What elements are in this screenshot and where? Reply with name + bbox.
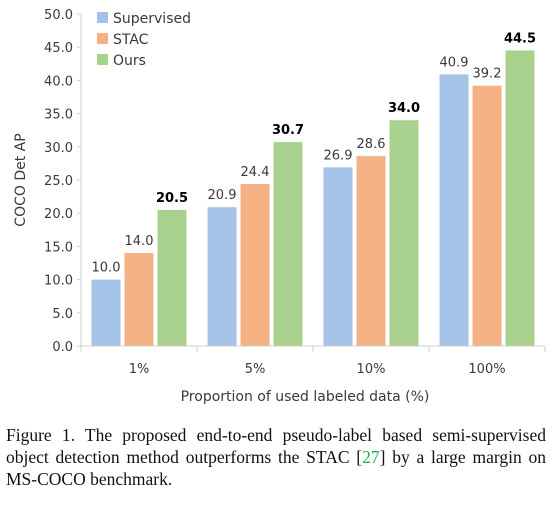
x-tick-label: 1% xyxy=(129,362,150,377)
bar-supervised-10pct xyxy=(323,167,353,346)
legend-label: Ours xyxy=(113,53,146,69)
y-tick-label: 0.0 xyxy=(52,340,73,355)
legend: Supervised STAC Ours xyxy=(97,11,191,69)
data-label: 39.2 xyxy=(473,67,502,82)
x-tick-label: 5% xyxy=(245,362,266,377)
data-label: 44.5 xyxy=(504,32,536,47)
bar-ours-1pct xyxy=(157,209,187,346)
y-tick-label: 5.0 xyxy=(52,307,73,322)
y-axis-label: COCO Det AP xyxy=(13,133,29,226)
data-label: 10.0 xyxy=(92,261,121,276)
bar-stac-5pct xyxy=(240,183,270,346)
bar-ours-5pct xyxy=(273,142,303,346)
legend-label: STAC xyxy=(113,32,149,48)
bar-stac-100pct xyxy=(472,85,502,346)
bar-supervised-1pct xyxy=(91,279,121,346)
bars-group: 10.0 14.0 20.5 20.9 24.4 30.7 26.9 28.6 34.0 40.9… xyxy=(91,32,536,347)
y-tick-label: 40.0 xyxy=(44,74,73,89)
bar-ours-100pct xyxy=(505,50,535,347)
x-tick-label: 100% xyxy=(468,362,505,377)
legend-swatch xyxy=(97,54,108,65)
y-tick-label: 10.0 xyxy=(44,274,73,289)
bar-supervised-100pct xyxy=(439,74,469,346)
bar-chart: 0.0 5.0 10.0 15.0 20.0 25.0 30.0 35.0 40.0 45.0 50… xyxy=(13,8,546,405)
bar-stac-1pct xyxy=(124,253,154,346)
data-label: 26.9 xyxy=(324,148,353,163)
y-axis: 0.0 5.0 10.0 15.0 20.0 25.0 30.0 35.0 40.0 45.0 50… xyxy=(44,8,82,355)
data-label: 14.0 xyxy=(125,234,154,249)
x-axis: 1% 5% 10% 100% xyxy=(80,345,546,377)
citation-link[interactable]: 27 xyxy=(362,447,380,467)
legend-swatch xyxy=(97,33,108,44)
data-label: 20.9 xyxy=(208,188,237,203)
y-tick-label: 30.0 xyxy=(44,141,73,156)
data-label: 24.4 xyxy=(241,165,270,180)
caption-text: Figure 1. The proposed end-to-end pseudo… xyxy=(6,425,546,467)
y-tick-label: 50.0 xyxy=(44,8,73,23)
x-tick-label: 10% xyxy=(357,362,386,377)
x-axis-label: Proportion of used labeled data (%) xyxy=(181,389,430,405)
y-tick-label: 15.0 xyxy=(44,240,73,255)
data-label: 28.6 xyxy=(357,137,386,152)
y-tick-label: 35.0 xyxy=(44,108,73,123)
data-label: 30.7 xyxy=(272,123,304,138)
caption-text-end: ] by a large margin on MS-COCO benchmark… xyxy=(6,447,546,489)
data-label: 34.0 xyxy=(388,101,420,116)
data-label: 20.5 xyxy=(156,191,188,206)
legend-swatch xyxy=(97,12,108,23)
bar-supervised-5pct xyxy=(207,207,237,346)
bar-ours-10pct xyxy=(389,120,419,347)
data-label: 40.9 xyxy=(440,55,469,70)
bar-stac-10pct xyxy=(356,156,386,346)
figure-caption: Figure 1. The proposed end-to-end pseudo… xyxy=(6,424,546,490)
y-tick-label: 25.0 xyxy=(44,174,73,189)
y-tick-label: 20.0 xyxy=(44,207,73,222)
legend-label: Supervised xyxy=(113,11,191,27)
y-tick-label: 45.0 xyxy=(44,41,73,56)
